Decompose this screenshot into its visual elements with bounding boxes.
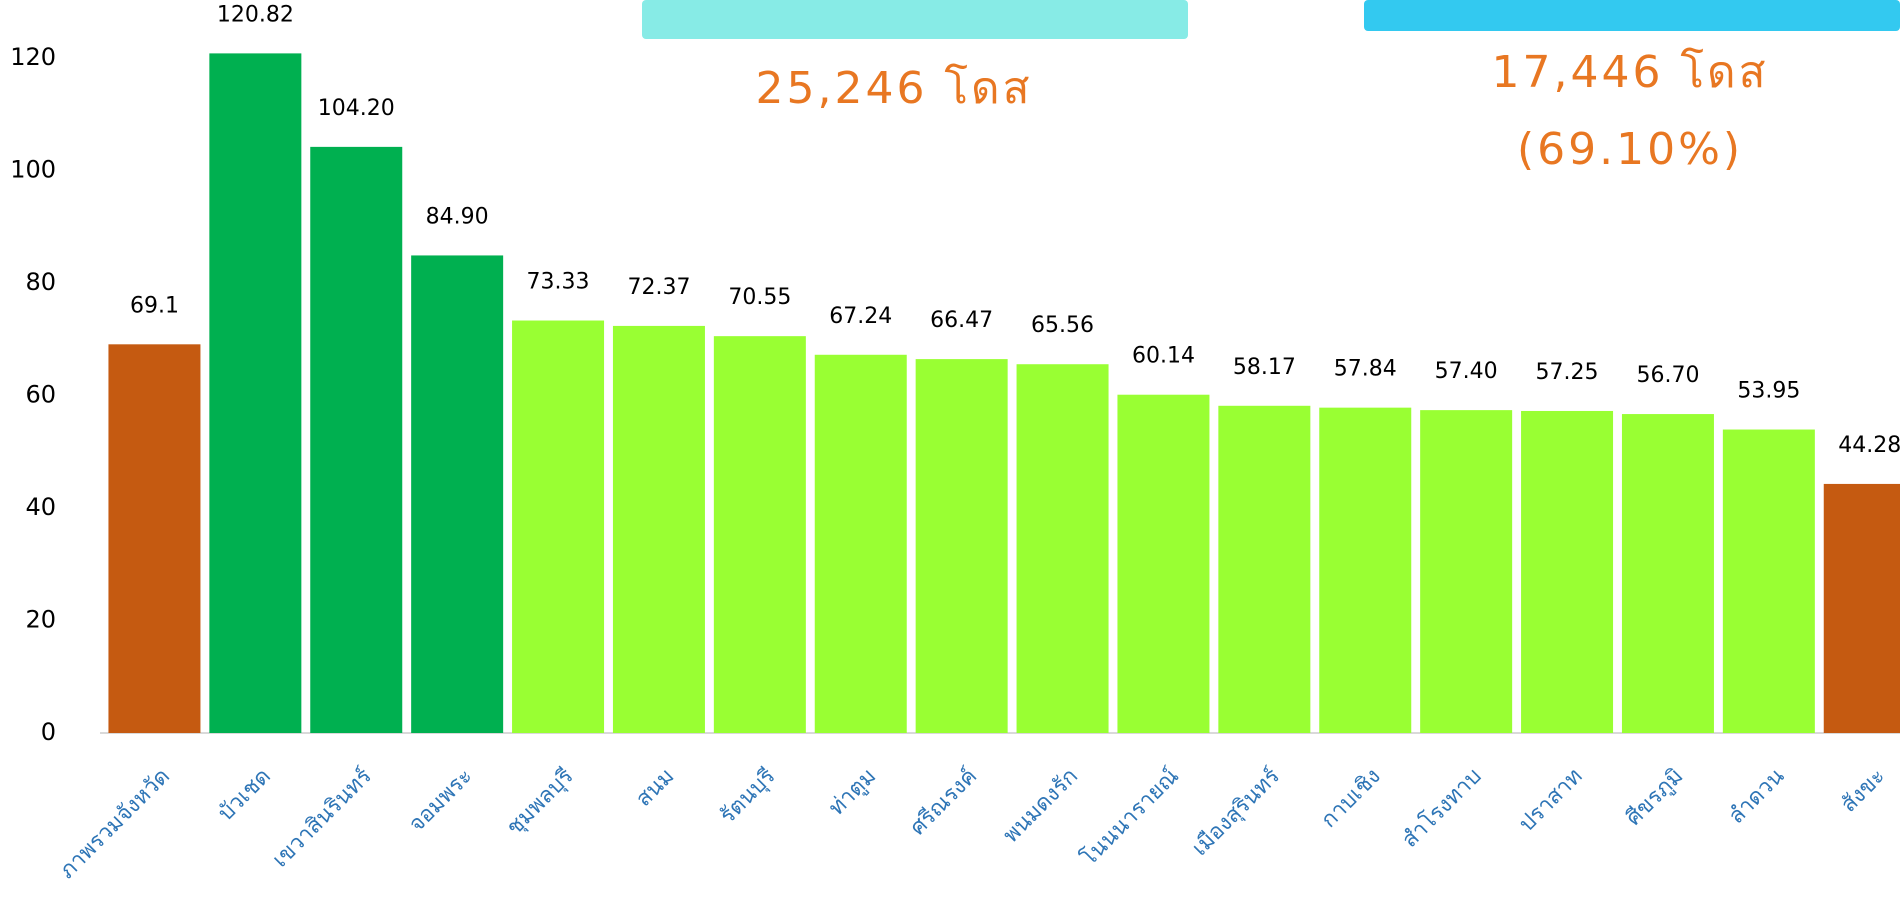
y-tick-label: 20	[25, 606, 56, 634]
y-tick-label: 120	[10, 43, 56, 71]
x-tick-label: ภาพรวมจังหวัด	[55, 764, 175, 884]
bar	[1621, 414, 1714, 733]
bar	[915, 359, 1008, 733]
y-tick-label: 100	[10, 156, 56, 184]
x-tick-label: บัวเชด	[214, 764, 276, 826]
header-box	[1364, 0, 1900, 31]
x-tick-label: สนม	[631, 764, 679, 812]
bar	[411, 255, 504, 733]
value-label: 57.25	[1536, 360, 1599, 385]
y-tick-label: 0	[41, 718, 56, 746]
x-tick-label: โนนนารายณ์	[1076, 763, 1184, 871]
value-label: 69.1	[130, 293, 179, 318]
bar	[1722, 429, 1815, 733]
x-tick-label: ท่าตูม	[824, 764, 881, 821]
value-label: 67.24	[829, 304, 892, 329]
value-label: 84.90	[426, 204, 489, 229]
value-label: 70.55	[728, 285, 791, 310]
value-label: 72.37	[627, 275, 690, 300]
y-tick-label: 40	[25, 493, 56, 521]
header-box	[642, 0, 1188, 39]
bar	[1823, 483, 1900, 733]
y-tick-label: 80	[25, 268, 56, 296]
x-tick-label: เขวาสินรินทร์	[268, 764, 377, 873]
bar	[713, 336, 806, 733]
x-tick-label: รัตนบุรี	[715, 764, 780, 829]
x-tick-label: กาบเชิง	[1317, 764, 1386, 833]
bar	[310, 146, 403, 733]
value-label: 120.82	[217, 2, 294, 27]
x-tick-label: จอมพระ	[404, 764, 477, 837]
annotation: 17,446 โดส	[1491, 47, 1768, 98]
bar	[1016, 364, 1109, 733]
x-tick-label: ลำดวน	[1724, 764, 1789, 829]
bar	[1319, 407, 1412, 733]
x-tick-label: สังขะ	[1836, 764, 1890, 818]
x-tick-label: ศรีณรงค์	[905, 764, 982, 841]
bar	[108, 344, 201, 733]
value-label: 60.14	[1132, 344, 1195, 369]
value-label: 104.20	[318, 96, 395, 121]
bar	[814, 354, 907, 733]
x-tick-label: เมืองสุรินทร์	[1188, 764, 1285, 861]
x-tick-label: ชุมพลบุรี	[502, 764, 579, 841]
bar	[612, 325, 705, 733]
bar	[1521, 410, 1614, 733]
x-tick-label: สำโรงทาบ	[1397, 763, 1487, 853]
bar	[1218, 405, 1311, 733]
bar	[512, 320, 605, 733]
x-tick-label: ปราสาท	[1514, 764, 1587, 837]
x-tick-label: พนมดงรัก	[999, 764, 1083, 848]
value-label: 56.70	[1636, 363, 1699, 388]
value-label: 53.95	[1737, 379, 1800, 404]
value-label: 57.84	[1334, 357, 1397, 382]
bar	[209, 53, 302, 733]
annotation: (69.10%)	[1517, 124, 1743, 175]
value-label: 73.33	[527, 270, 590, 295]
value-label: 66.47	[930, 308, 993, 333]
value-label: 44.28	[1838, 433, 1900, 458]
x-tick-label: ศีขรภูมิ	[1621, 764, 1688, 831]
value-label: 57.40	[1435, 359, 1498, 384]
bar	[1420, 410, 1513, 733]
value-label: 65.56	[1031, 313, 1094, 338]
y-tick-label: 60	[25, 381, 56, 409]
bar	[1117, 394, 1210, 733]
annotation: 25,246 โดส	[755, 63, 1032, 114]
value-label: 58.17	[1233, 355, 1296, 380]
